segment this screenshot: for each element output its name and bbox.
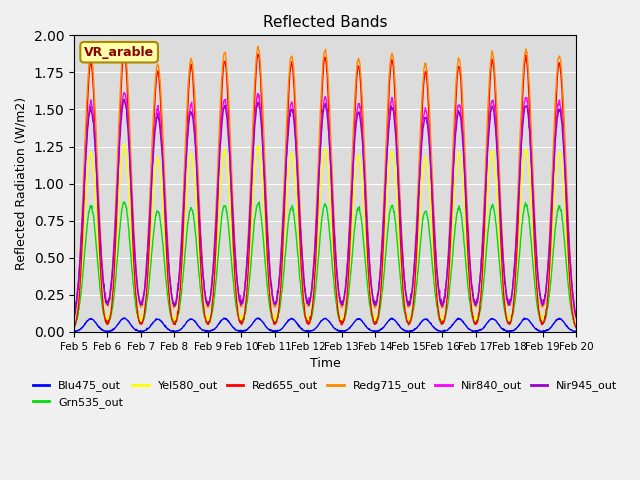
Blu475_out <box>239 329 246 335</box>
Nir840_out <box>468 284 476 289</box>
Blu475_out <box>182 320 190 325</box>
Red655_out <box>170 321 178 327</box>
Nir945_out <box>572 314 580 320</box>
Yel580_out <box>513 264 520 269</box>
Redg715_out <box>70 317 78 323</box>
Redg715_out <box>403 297 411 303</box>
Nir945_out <box>182 162 190 168</box>
Nir840_out <box>70 315 78 321</box>
Nir840_out <box>238 300 246 306</box>
Yel580_out <box>238 314 246 320</box>
Grn535_out <box>513 281 520 287</box>
Grn535_out <box>238 320 246 325</box>
Grn535_out <box>70 324 78 330</box>
Nir945_out <box>513 228 520 234</box>
Nir945_out <box>403 299 411 304</box>
Red655_out <box>238 319 246 325</box>
Blu475_out <box>120 315 127 321</box>
Line: Redg715_out: Redg715_out <box>74 44 576 320</box>
Yel580_out <box>120 141 128 147</box>
Yel580_out <box>403 313 411 319</box>
Red655_out <box>468 311 476 317</box>
Nir945_out <box>238 300 246 306</box>
Blu475_out <box>403 328 411 334</box>
Nir840_out <box>182 153 190 159</box>
Redg715_out <box>170 305 178 311</box>
Nir945_out <box>120 96 128 102</box>
Yel580_out <box>182 202 190 207</box>
Red655_out <box>403 318 411 324</box>
X-axis label: Time: Time <box>310 357 340 370</box>
Blu475_out <box>70 329 78 335</box>
Redg715_out <box>120 41 128 47</box>
Grn535_out <box>182 242 189 248</box>
Legend: Blu475_out, Grn535_out, Yel580_out, Red655_out, Redg715_out, Nir840_out, Nir945_: Blu475_out, Grn535_out, Yel580_out, Red6… <box>28 376 622 412</box>
Grn535_out <box>468 315 476 321</box>
Blu475_out <box>572 329 580 335</box>
Red655_out <box>70 325 78 331</box>
Y-axis label: Reflected Radiation (W/m2): Reflected Radiation (W/m2) <box>15 97 28 270</box>
Yel580_out <box>70 320 78 326</box>
Line: Nir840_out: Nir840_out <box>74 93 576 318</box>
Line: Red655_out: Red655_out <box>74 52 576 328</box>
Line: Blu475_out: Blu475_out <box>74 318 576 332</box>
Red655_out <box>513 251 520 257</box>
Nir840_out <box>403 296 411 301</box>
Blu475_out <box>170 328 178 334</box>
Blu475_out <box>469 328 477 334</box>
Redg715_out <box>572 315 580 321</box>
Nir945_out <box>70 312 78 318</box>
Grn535_out <box>572 325 580 331</box>
Red655_out <box>182 153 190 159</box>
Redg715_out <box>513 217 520 223</box>
Redg715_out <box>238 301 246 307</box>
Nir840_out <box>121 90 129 96</box>
Blu475_out <box>70 329 78 335</box>
Red655_out <box>120 49 128 55</box>
Nir840_out <box>572 314 580 320</box>
Yel580_out <box>170 317 178 323</box>
Blu475_out <box>513 324 521 330</box>
Line: Grn535_out: Grn535_out <box>74 202 576 328</box>
Line: Yel580_out: Yel580_out <box>74 144 576 326</box>
Nir945_out <box>468 288 476 294</box>
Nir840_out <box>170 300 178 305</box>
Red655_out <box>572 324 580 330</box>
Yel580_out <box>572 323 580 329</box>
Grn535_out <box>403 319 411 325</box>
Nir840_out <box>513 227 520 232</box>
Grn535_out <box>255 199 263 205</box>
Nir945_out <box>170 300 178 306</box>
Grn535_out <box>170 319 177 325</box>
Redg715_out <box>468 290 476 296</box>
Line: Nir945_out: Nir945_out <box>74 99 576 317</box>
Title: Reflected Bands: Reflected Bands <box>263 15 387 30</box>
Text: VR_arable: VR_arable <box>84 46 154 59</box>
Yel580_out <box>468 307 476 312</box>
Redg715_out <box>182 126 190 132</box>
